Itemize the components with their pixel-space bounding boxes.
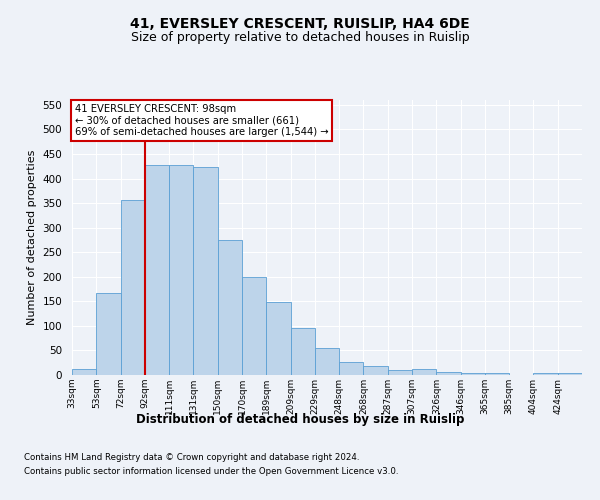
Bar xyxy=(339,362,364,375)
Bar xyxy=(218,240,242,375)
Bar xyxy=(121,200,145,375)
Text: Distribution of detached houses by size in Ruislip: Distribution of detached houses by size … xyxy=(136,412,464,426)
Bar xyxy=(72,368,96,375)
Bar xyxy=(558,373,582,375)
Bar xyxy=(364,366,388,375)
Text: Size of property relative to detached houses in Ruislip: Size of property relative to detached ho… xyxy=(131,31,469,44)
Bar xyxy=(169,165,193,375)
Bar xyxy=(145,165,169,375)
Text: 41 EVERSLEY CRESCENT: 98sqm
← 30% of detached houses are smaller (661)
69% of se: 41 EVERSLEY CRESCENT: 98sqm ← 30% of det… xyxy=(74,104,328,138)
Bar xyxy=(412,369,436,375)
Text: Contains HM Land Registry data © Crown copyright and database right 2024.: Contains HM Land Registry data © Crown c… xyxy=(24,452,359,462)
Bar xyxy=(388,370,412,375)
Text: 41, EVERSLEY CRESCENT, RUISLIP, HA4 6DE: 41, EVERSLEY CRESCENT, RUISLIP, HA4 6DE xyxy=(130,18,470,32)
Text: Contains public sector information licensed under the Open Government Licence v3: Contains public sector information licen… xyxy=(24,468,398,476)
Y-axis label: Number of detached properties: Number of detached properties xyxy=(27,150,37,325)
Bar xyxy=(436,372,461,375)
Bar xyxy=(461,372,485,375)
Bar xyxy=(242,277,266,375)
Bar xyxy=(315,348,339,375)
Bar xyxy=(193,167,218,375)
Bar xyxy=(533,373,558,375)
Bar xyxy=(485,373,509,375)
Bar xyxy=(290,328,315,375)
Bar xyxy=(96,292,121,375)
Bar xyxy=(266,302,290,375)
